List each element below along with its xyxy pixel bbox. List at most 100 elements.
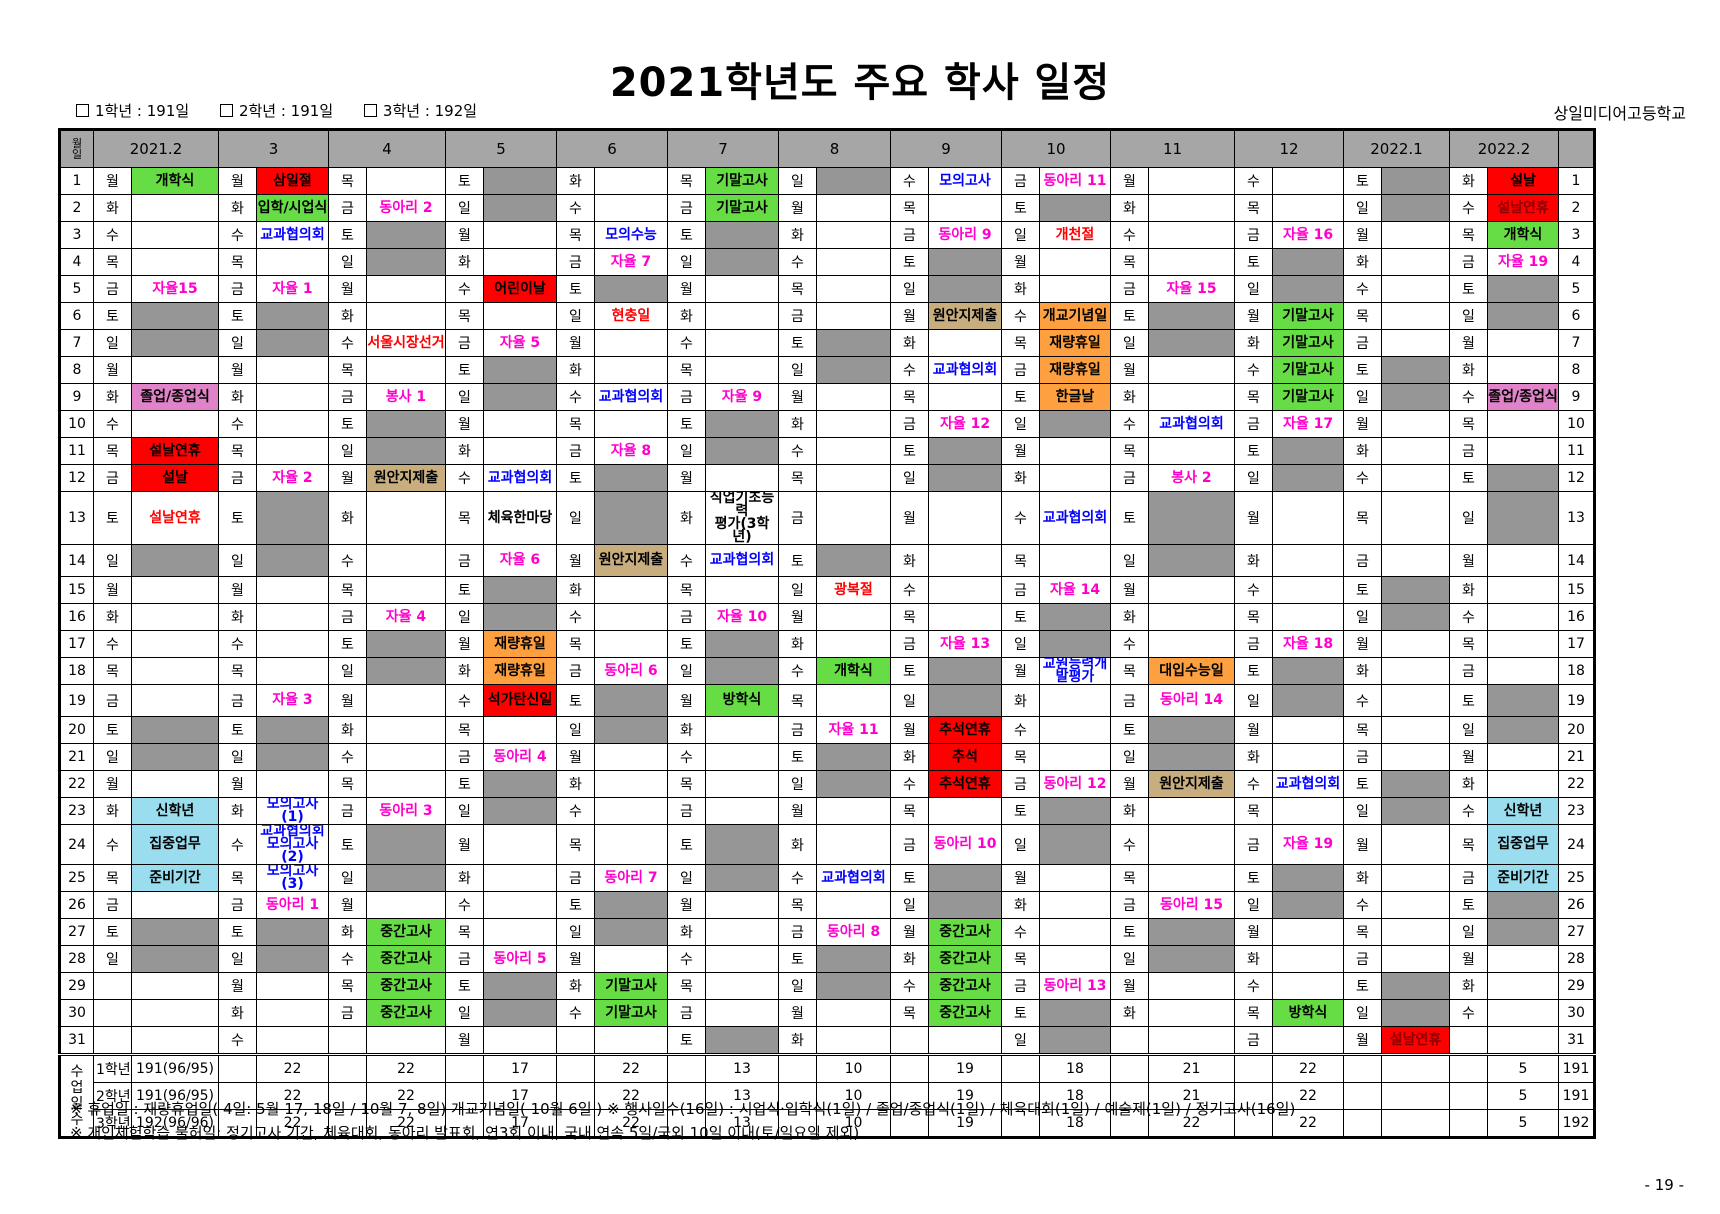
event-cell (366, 410, 446, 438)
weekday-cell: 수 (1449, 383, 1488, 411)
event-cell: 체육한마당 (483, 491, 557, 545)
event-cell (1148, 945, 1235, 973)
event-cell: 설날연휴 (131, 491, 219, 545)
day-number-right: 1 (1558, 167, 1595, 195)
event-cell (366, 576, 446, 604)
weekday-cell: 월 (1234, 918, 1273, 946)
calendar-row: 5 금 자율15 금 자율 1 월 수 어린이날 토 월 목 일 화 금 자율 15 일 수 토 5 (59, 275, 1595, 303)
weekday-cell: 화 (93, 383, 132, 411)
event-cell (1148, 918, 1235, 946)
event-label: 자율 19 (1282, 836, 1334, 852)
event-cell (256, 657, 329, 685)
event-cell (705, 972, 779, 1000)
legend-label: 2학년 : 191일 (238, 102, 334, 120)
event-cell (1148, 972, 1235, 1000)
month-header: 3 (218, 129, 329, 168)
event-cell (594, 684, 668, 717)
event-cell (1487, 630, 1559, 658)
event-label: 봉사 1 (385, 388, 427, 405)
weekday-cell: 월 (890, 716, 929, 744)
event-label: 동아리 15 (1160, 896, 1223, 913)
weekday-cell: 토 (1449, 464, 1488, 492)
event-cell: 동아리 8 (816, 918, 891, 946)
event-cell (256, 437, 329, 465)
event-cell (705, 221, 779, 249)
event-label: 기말고사 (716, 172, 768, 189)
weekday-cell: 일 (667, 248, 706, 276)
weekday-cell: 목 (1001, 945, 1040, 973)
weekday-cell: 화 (556, 972, 595, 1000)
event-label: 개천절 (1055, 226, 1095, 243)
day-number-right: 2 (1558, 194, 1595, 222)
weekday-cell: 월 (1001, 437, 1040, 465)
event-cell: 중간고사 (928, 999, 1002, 1027)
month-school-days: 18 (1039, 1082, 1111, 1110)
weekday-cell: 일 (445, 383, 484, 411)
day-number-right: 8 (1558, 356, 1595, 384)
event-cell (816, 329, 891, 357)
weekday-cell: 월 (445, 221, 484, 249)
weekday-cell: 수 (667, 329, 706, 357)
weekday-cell: 목 (556, 630, 595, 658)
day-number-right: 29 (1558, 972, 1595, 1000)
event-label: 체육한마당 (487, 509, 553, 526)
month-header: 2022.2 (1449, 129, 1559, 168)
weekday-cell: 화 (1110, 383, 1149, 411)
event-cell (1487, 657, 1559, 685)
weekday-cell: 목 (1449, 824, 1488, 865)
month-school-days: 19 (928, 1053, 1002, 1083)
event-label: 개교기념일 (1042, 307, 1108, 324)
event-cell (366, 716, 446, 744)
event-cell (928, 797, 1002, 825)
event-cell: 동아리 15 (1148, 891, 1235, 919)
day-number: 23 (59, 797, 94, 825)
event-cell: 자율 18 (1272, 630, 1344, 658)
event-cell (1039, 684, 1111, 717)
weekday-cell (328, 1026, 367, 1056)
weekday-cell: 월 (93, 356, 132, 384)
event-label: 직업기초능력 평가(3학년) (709, 491, 775, 545)
weekday-cell: 일 (93, 544, 132, 577)
header-row: 월 일 2021.2 3 4 5 6 7 8 9 10 11 12 2022.1 2022.2 (59, 129, 1595, 168)
weekday-cell: 금 (778, 918, 817, 946)
weekday-cell: 수 (1449, 603, 1488, 631)
event-cell: 현충일 (594, 302, 668, 330)
spacer-cell (556, 1053, 595, 1083)
weekday-cell: 일 (890, 464, 929, 492)
event-cell (1148, 248, 1235, 276)
calendar-row: 31 수 월 토 화 일 금 월 설날연휴 31 (59, 1026, 1595, 1056)
weekday-cell: 토 (445, 770, 484, 798)
weekday-cell: 수 (328, 544, 367, 577)
event-label: 자율 3 (272, 692, 313, 708)
weekday-cell: 금 (890, 221, 929, 249)
weekday-cell: 월 (328, 275, 367, 303)
event-cell: 교과협의회 (256, 221, 329, 249)
weekday-cell: 토 (328, 824, 367, 865)
weekday-cell: 토 (328, 630, 367, 658)
weekday-cell: 토 (218, 716, 257, 744)
event-label: 봉사 2 (1171, 469, 1212, 486)
day-number: 9 (59, 383, 94, 411)
event-cell: 교과협의회 (928, 356, 1002, 384)
weekday-cell: 토 (93, 716, 132, 744)
event-cell: 교과협의회 (1039, 491, 1111, 545)
month-school-days: 22 (256, 1053, 329, 1083)
event-cell (1487, 329, 1559, 357)
event-cell: 원안지제출 (1148, 770, 1235, 798)
event-cell (483, 437, 557, 465)
weekday-cell: 목 (890, 603, 929, 631)
event-label: 서울시장선거 (367, 334, 445, 351)
event-cell (705, 576, 779, 604)
event-cell (1381, 576, 1450, 604)
weekday-cell: 수 (1110, 824, 1149, 865)
weekday-cell: 토 (1449, 684, 1488, 717)
weekday-cell: 금 (445, 743, 484, 771)
weekday-cell: 토 (93, 491, 132, 545)
day-number-right: 27 (1558, 918, 1595, 946)
event-cell: 자율 9 (705, 383, 779, 411)
event-cell: 설날 (131, 464, 219, 492)
legend-grade3: 3학년 : 192일 (363, 102, 477, 120)
weekday-cell: 화 (667, 918, 706, 946)
weekday-cell: 금 (445, 329, 484, 357)
weekday-cell: 화 (445, 437, 484, 465)
